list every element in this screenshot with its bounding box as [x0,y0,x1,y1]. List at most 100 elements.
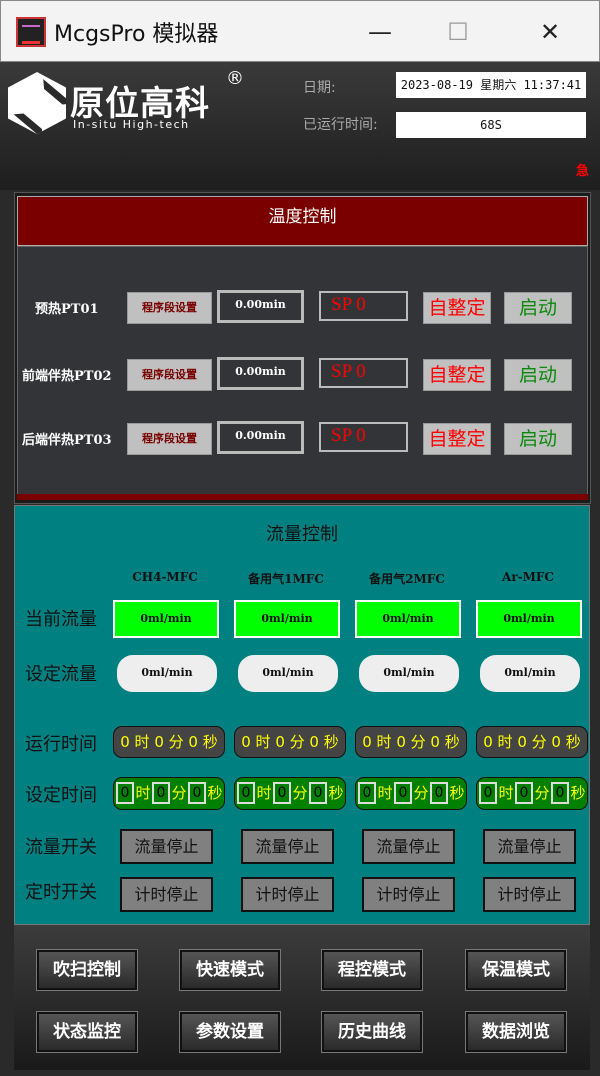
timer-switch-button[interactable]: 计时停止 [483,877,576,912]
run-time-display: 0 时 0 分 0 秒 [476,726,588,758]
set-flow-input[interactable]: 0ml/min [117,655,217,692]
row-label-set-time: 设定时间 [25,785,97,806]
app-icon [16,17,46,47]
flow-switch-button[interactable]: 流量停止 [241,829,334,864]
timer-switch-button[interactable]: 计时停止 [241,877,334,912]
flow-switch-button[interactable]: 流量停止 [120,829,213,864]
window-title: McgsPro 模拟器 [54,22,219,47]
autotune-button[interactable]: 自整定 [423,292,491,324]
minutes-display: 0.00min [217,290,304,323]
heater-label: 后端伴热PT03 [22,433,112,448]
start-button[interactable]: 启动 [504,292,572,324]
set-time-m-input[interactable]: 0 [394,782,412,804]
date-label: 日期: [303,80,336,96]
current-flow-display: 0ml/min [476,600,582,638]
unit-label: 秒 [570,784,586,802]
logo-icon [8,72,66,134]
logo-text: 原位高科 [70,84,210,124]
current-flow-display: 0ml/min [355,600,461,638]
program-segment-button[interactable]: 程序段设置 [127,359,212,391]
unit-label: 分 [413,784,429,802]
flow-title: 流量控制 [266,524,338,545]
set-time-m-input[interactable]: 0 [152,782,170,804]
set-flow-input[interactable]: 0ml/min [359,655,459,692]
maximize-button[interactable]: ☐ [447,18,469,46]
row-label-run-time: 运行时间 [25,734,97,755]
runtime-label: 已运行时间: [303,117,378,133]
unit-label: 分 [171,784,187,802]
current-flow-display: 0ml/min [113,600,219,638]
unit-label: 时 [498,784,514,802]
fast-mode-button[interactable]: 快速模式 [180,950,280,990]
unit-label: 秒 [328,784,344,802]
data-browse-button[interactable]: 数据浏览 [466,1012,566,1052]
setpoint-display: SP 0 [319,291,408,321]
unit-label: 秒 [207,784,223,802]
start-button[interactable]: 启动 [504,359,572,391]
runtime-value: 68S [396,112,586,138]
row-label-set: 设定流量 [25,664,97,685]
insulation-mode-button[interactable]: 保温模式 [466,950,566,990]
setpoint-display: SP 0 [319,358,408,388]
timer-switch-button[interactable]: 计时停止 [120,877,213,912]
date-value: 2023-08-19 星期六 11:37:41 [396,72,586,98]
run-time-display: 0 时 0 分 0 秒 [355,726,467,758]
set-flow-input[interactable]: 0ml/min [480,655,580,692]
registered-mark: ® [226,68,244,89]
set-time-s-input[interactable]: 0 [309,782,327,804]
program-mode-button[interactable]: 程控模式 [322,950,422,990]
status-monitor-button[interactable]: 状态监控 [37,1012,137,1052]
row-label-timer-switch: 定时开关 [25,882,97,903]
minutes-display: 0.00min [217,421,304,454]
run-time-display: 0 时 0 分 0 秒 [113,726,225,758]
heater-label: 前端伴热PT02 [22,369,112,384]
set-time-m-input[interactable]: 0 [515,782,533,804]
start-button[interactable]: 启动 [504,423,572,455]
set-time-s-input[interactable]: 0 [551,782,569,804]
unit-label: 时 [135,784,151,802]
mfc-name: Ar-MFC [502,570,554,584]
set-time-h-input[interactable]: 0 [479,782,497,804]
temperature-footer [17,494,588,500]
purge-control-button[interactable]: 吹扫控制 [37,950,137,990]
program-segment-button[interactable]: 程序段设置 [127,292,212,324]
set-time-h-input[interactable]: 0 [116,782,134,804]
set-time-s-input[interactable]: 0 [188,782,206,804]
current-flow-display: 0ml/min [234,600,340,638]
mfc-name: 备用气1MFC [248,572,324,586]
set-time-s-input[interactable]: 0 [430,782,448,804]
autotune-button[interactable]: 自整定 [423,359,491,391]
unit-label: 秒 [449,784,465,802]
autotune-button[interactable]: 自整定 [423,423,491,455]
emergency-indicator[interactable]: 急 [576,164,590,179]
unit-label: 时 [256,784,272,802]
timer-switch-button[interactable]: 计时停止 [362,877,455,912]
mfc-name: 备用气2MFC [369,572,445,586]
program-segment-button[interactable]: 程序段设置 [127,423,212,455]
set-time-h-input[interactable]: 0 [237,782,255,804]
flow-switch-button[interactable]: 流量停止 [362,829,455,864]
set-time-m-input[interactable]: 0 [273,782,291,804]
mfc-name: CH4-MFC [132,570,198,584]
set-flow-input[interactable]: 0ml/min [238,655,338,692]
run-time-display: 0 时 0 分 0 秒 [234,726,346,758]
setpoint-display: SP 0 [319,422,408,452]
unit-label: 分 [534,784,550,802]
heater-label: 预热PT01 [35,302,99,317]
history-curve-button[interactable]: 历史曲线 [322,1012,422,1052]
title-bar [0,0,600,62]
set-time-h-input[interactable]: 0 [358,782,376,804]
flow-switch-button[interactable]: 流量停止 [483,829,576,864]
header: 原位高科 ® In-situ High-tech 日期: 2023-08-19 … [0,62,600,190]
temperature-title: 温度控制 [17,196,588,246]
row-label-flow-switch: 流量开关 [25,837,97,858]
close-button[interactable]: ✕ [539,18,561,46]
parameter-settings-button[interactable]: 参数设置 [180,1012,280,1052]
minutes-display: 0.00min [217,357,304,390]
unit-label: 时 [377,784,393,802]
minimize-button[interactable]: — [368,18,392,46]
